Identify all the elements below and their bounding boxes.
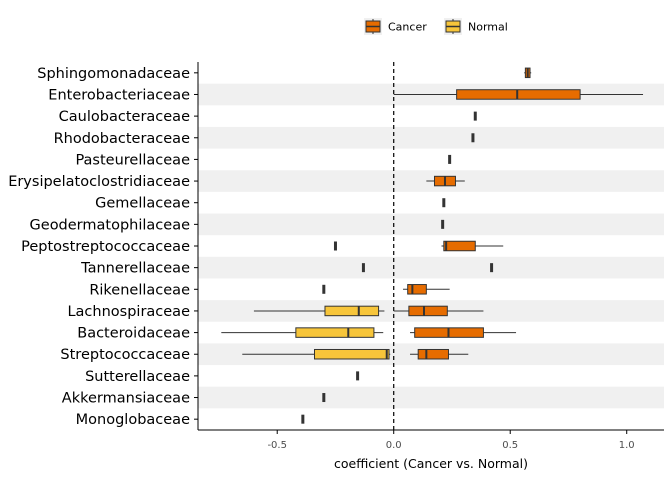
x-tick-label: 1.0 [619, 440, 635, 451]
box-normal-streptococcaceae [242, 348, 391, 360]
box-normal-peptostreptococcaceae [333, 241, 337, 251]
category-label-erysipelatoclostridiaceae: Erysipelatoclostridiaceae [8, 174, 190, 190]
box-marker [448, 154, 452, 164]
category-label-gemellaceae: Gemellaceae [95, 196, 190, 212]
category-label-streptococcaceae: Streptococcaceae [60, 347, 190, 363]
x-tick-label: 0.0 [386, 440, 402, 451]
category-label-akkermansiaceae: Akkermansiaceae [62, 391, 190, 407]
box-cancer-streptococcaceae [410, 348, 469, 360]
category-label-lachnospiraceae: Lachnospiraceae [67, 304, 190, 320]
box-cancer-peptostreptococcaceae [441, 240, 504, 252]
row-bands [198, 83, 664, 409]
box-body [443, 240, 476, 252]
box-marker [471, 133, 475, 143]
category-label-rhodobacteraceae: Rhodobacteraceae [54, 131, 191, 147]
box-normal-sutterellaceae [356, 371, 360, 381]
box-cancer-lachnospiraceae [393, 305, 484, 317]
box-cancer-bacteroidaceae [410, 327, 517, 338]
box-body [314, 348, 390, 360]
box-marker [473, 111, 477, 121]
box-body [324, 305, 380, 317]
box-marker [361, 263, 365, 273]
box-normal-rikenellaceae [322, 284, 326, 294]
boxes-layer [221, 67, 644, 424]
box-body [407, 284, 427, 295]
row-band [198, 386, 664, 409]
category-labels: Sphingomonadaceae Enterobacteriaceae Caulo… [8, 66, 190, 428]
box-cancer-gemellaceae [442, 198, 446, 208]
box-marker [442, 198, 446, 208]
x-axis-title: coefficient (Cancer vs. Normal) [334, 456, 528, 471]
box-body [295, 327, 375, 338]
legend-item-normal: Normal [444, 18, 508, 35]
box-marker [322, 393, 326, 403]
box-body [456, 89, 581, 100]
box-cancer-pasteurellaceae [448, 154, 452, 164]
row-band [198, 213, 664, 236]
category-label-enterobacteriaceae: Enterobacteriaceae [48, 87, 190, 103]
box-cancer-sphingomonadaceae [524, 67, 532, 79]
box-cancer-tannerellaceae [490, 263, 494, 273]
category-label-rikenellaceae: Rikenellaceae [89, 282, 190, 298]
box-normal-akkermansiaceae [322, 393, 326, 403]
box-marker [301, 414, 305, 424]
box-normal-bacteroidaceae [221, 327, 384, 338]
box-normal-lachnospiraceae [253, 305, 385, 317]
box-normal-monoglobaceae [301, 414, 305, 424]
box-cancer-rikenellaceae [403, 284, 450, 295]
box-marker [356, 371, 360, 381]
category-label-geodermatophilaceae: Geodermatophilaceae [30, 217, 191, 233]
legend-item-cancer: Cancer [364, 18, 427, 35]
box-cancer-caulobacteraceae [473, 111, 477, 121]
box-cancer-rhodobacteraceae [471, 133, 475, 143]
category-label-bacteroidaceae: Bacteroidaceae [77, 326, 190, 342]
legend: Cancer Normal [364, 18, 508, 35]
box-cancer-enterobacteriaceae [393, 89, 644, 100]
category-label-caulobacteraceae: Caulobacteraceae [59, 109, 190, 125]
category-label-peptostreptococcaceae: Peptostreptococcaceae [21, 239, 190, 255]
box-marker [322, 284, 326, 294]
box-cancer-erysipelatoclostridiaceae [426, 175, 465, 187]
box-marker [333, 241, 337, 251]
box-marker [441, 219, 445, 229]
category-label-monoglobaceae: Monoglobaceae [76, 412, 190, 428]
legend-label: Normal [468, 21, 508, 34]
category-label-sutterellaceae: Sutterellaceae [85, 369, 190, 385]
row-band [198, 126, 664, 149]
box-marker [490, 263, 494, 273]
box-body [417, 348, 449, 360]
legend-label: Cancer [388, 21, 427, 34]
axes-layer: -0.5 0.0 0.5 1.0 coefficient (Cancer vs. Nor… [194, 62, 664, 471]
x-tick-label: -0.5 [267, 440, 287, 451]
box-cancer-geodermatophilaceae [441, 219, 445, 229]
box-normal-tannerellaceae [361, 263, 365, 273]
category-label-sphingomonadaceae: Sphingomonadaceae [37, 66, 190, 82]
category-label-pasteurellaceae: Pasteurellaceae [75, 152, 190, 168]
box-body [408, 305, 448, 317]
row-band [198, 256, 664, 279]
x-tick-label: 0.5 [502, 440, 518, 451]
category-label-tannerellaceae: Tannerellaceae [80, 261, 190, 277]
